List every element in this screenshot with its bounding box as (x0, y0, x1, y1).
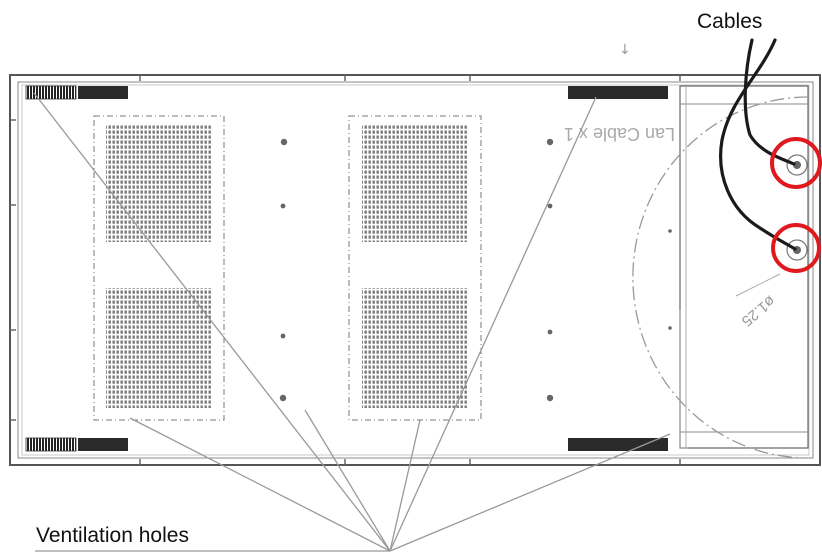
vent-grille-center (348, 115, 482, 421)
swing-arc (632, 96, 809, 459)
lan-cable-note: Lan Cable x 1 (564, 124, 675, 144)
vent-grille-left (93, 115, 225, 421)
mounting-holes (279, 138, 672, 402)
chassis-inner (17, 81, 814, 459)
ventilation-holes-label: Ventilation holes (36, 524, 189, 547)
cable-callouts (770, 137, 822, 273)
cables-label: Cables (697, 10, 763, 33)
top-arrow-mark: ↓ (619, 42, 631, 58)
corner-slots (25, 85, 668, 452)
ventilation-leaders (33, 92, 671, 552)
